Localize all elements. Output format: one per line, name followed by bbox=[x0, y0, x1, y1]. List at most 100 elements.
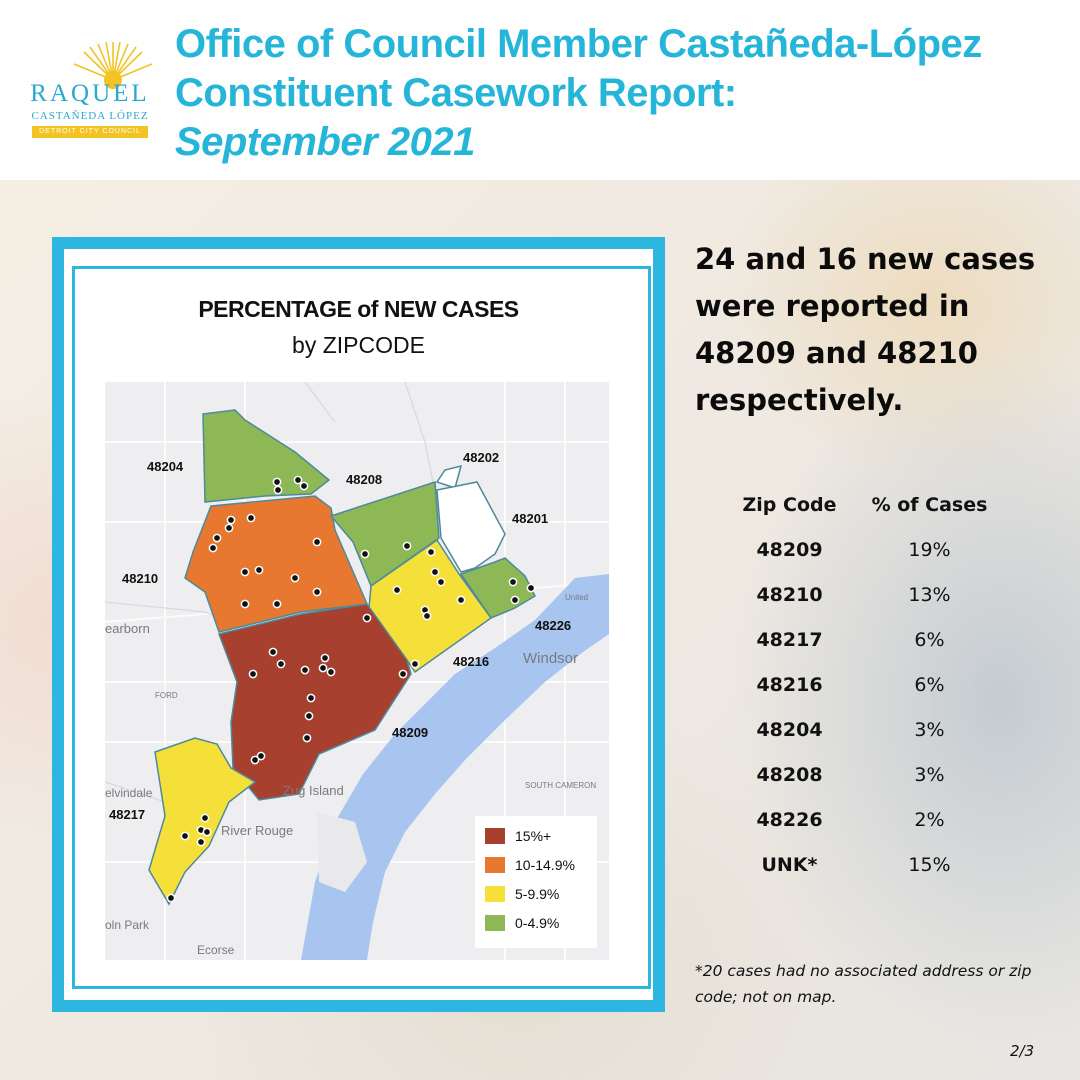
label-south-cameron: SOUTH CAMERON bbox=[525, 781, 596, 790]
zip-48201 bbox=[436, 481, 506, 573]
case-dot bbox=[508, 577, 518, 587]
zip-code-cell: 48226 bbox=[756, 809, 823, 831]
legend-label: 5-9.9% bbox=[515, 886, 559, 902]
case-dot bbox=[273, 485, 283, 495]
title-line-1: Office of Council Member Castañeda-López bbox=[175, 22, 982, 66]
percent-cell: 3% bbox=[914, 719, 945, 741]
label-48210: 48210 bbox=[122, 571, 158, 586]
case-dot bbox=[320, 653, 330, 663]
map-frame-inner bbox=[72, 266, 651, 989]
title-line-2: Constituent Casework Report: bbox=[175, 71, 737, 115]
case-dot bbox=[526, 583, 536, 593]
case-dot bbox=[362, 613, 372, 623]
zip-48209 bbox=[218, 603, 412, 801]
case-dot bbox=[272, 477, 282, 487]
header-zip-code: Zip Code bbox=[742, 494, 837, 516]
legend-swatch bbox=[485, 915, 505, 931]
council-logo: RAQUEL CASTAÑEDA LÓPEZ DETROIT CITY COUN… bbox=[28, 40, 153, 138]
zip-code-cell: 48216 bbox=[756, 674, 823, 696]
case-dot bbox=[360, 549, 370, 559]
map-title: PERCENTAGE of NEW CASES bbox=[198, 296, 519, 322]
case-dot bbox=[224, 523, 234, 533]
label-ecorse: Ecorse bbox=[197, 943, 235, 957]
case-dot bbox=[402, 541, 412, 551]
legend-swatch bbox=[485, 857, 505, 873]
case-dot bbox=[300, 665, 310, 675]
label-river-rouge: River Rouge bbox=[221, 823, 293, 838]
case-dot bbox=[226, 515, 236, 525]
title-line-3: September 2021 bbox=[175, 120, 475, 164]
case-dot bbox=[456, 595, 466, 605]
logo-council-band: DETROIT CITY COUNCIL bbox=[32, 126, 148, 138]
label-48226: 48226 bbox=[535, 618, 571, 633]
case-dot bbox=[276, 659, 286, 669]
case-dot bbox=[422, 611, 432, 621]
case-dot bbox=[304, 711, 314, 721]
label-48204: 48204 bbox=[147, 459, 184, 474]
summary-heading: 24 and 16 new cases were reported in 482… bbox=[695, 242, 1036, 417]
case-dot bbox=[430, 567, 440, 577]
percent-cell: 15% bbox=[908, 854, 951, 876]
page-number: 2/3 bbox=[1010, 1042, 1035, 1060]
header-percent-cases: % of Cases bbox=[871, 494, 988, 516]
zip-code-cell: 48208 bbox=[756, 764, 823, 786]
case-dot bbox=[392, 585, 402, 595]
label-lincoln-park: oln Park bbox=[105, 918, 150, 932]
table-row: 48210 13% bbox=[722, 584, 1022, 614]
legend-swatch bbox=[485, 828, 505, 844]
detroit-river bbox=[301, 574, 609, 960]
case-dot bbox=[293, 475, 303, 485]
map-subtitle: by ZIPCODE bbox=[292, 332, 425, 358]
percent-cell: 13% bbox=[908, 584, 951, 606]
label-zug-island: Zug Island bbox=[283, 783, 344, 798]
case-dot bbox=[240, 567, 250, 577]
label-ford: FORD bbox=[155, 691, 178, 700]
zip-code-cell: 48210 bbox=[756, 584, 823, 606]
logo-name-first: RAQUEL bbox=[30, 80, 150, 107]
percent-cell: 6% bbox=[914, 674, 945, 696]
table-row: 48217 6% bbox=[722, 629, 1022, 659]
zip-48202 bbox=[435, 464, 463, 489]
case-dot bbox=[208, 543, 218, 553]
report-title: Office of Council Member Castañeda-López… bbox=[175, 20, 982, 167]
case-dot bbox=[312, 587, 322, 597]
case-dot bbox=[254, 565, 264, 575]
label-windsor: Windsor bbox=[523, 650, 578, 667]
case-dot bbox=[398, 669, 408, 679]
case-dot bbox=[256, 751, 266, 761]
table-row: UNK* 15% bbox=[722, 854, 1022, 884]
table-row: 48209 19% bbox=[722, 539, 1022, 569]
case-dot bbox=[246, 513, 256, 523]
table-row: 48204 3% bbox=[722, 719, 1022, 749]
percent-cell: 3% bbox=[914, 764, 945, 786]
case-dots bbox=[166, 475, 536, 903]
zip-code-cell: 48204 bbox=[756, 719, 823, 741]
legend-label: 10-14.9% bbox=[515, 857, 575, 873]
percent-cell: 2% bbox=[914, 809, 945, 831]
case-dot bbox=[250, 755, 260, 765]
label-melvindale: elvindale bbox=[105, 786, 153, 800]
header: RAQUEL CASTAÑEDA LÓPEZ DETROIT CITY COUN… bbox=[0, 0, 1080, 180]
table-row: 48208 3% bbox=[722, 764, 1022, 794]
table-row: 48216 6% bbox=[722, 674, 1022, 704]
table-row: 48226 2% bbox=[722, 809, 1022, 839]
case-dot bbox=[318, 663, 328, 673]
label-48208: 48208 bbox=[346, 472, 382, 487]
case-dot bbox=[212, 533, 222, 543]
case-dot bbox=[166, 893, 176, 903]
label-48201: 48201 bbox=[512, 511, 548, 526]
case-dot bbox=[196, 837, 206, 847]
case-dot bbox=[410, 659, 420, 669]
case-dot bbox=[202, 827, 212, 837]
case-dot bbox=[272, 599, 282, 609]
percent-cell: 19% bbox=[908, 539, 951, 561]
footnote: *20 cases had no associated address or z… bbox=[695, 962, 1032, 1006]
zip-code-cell: 48217 bbox=[756, 629, 823, 651]
case-dot bbox=[240, 599, 250, 609]
case-dot bbox=[306, 693, 316, 703]
case-dot bbox=[299, 481, 309, 491]
case-dot bbox=[248, 669, 258, 679]
case-dot bbox=[510, 595, 520, 605]
label-united: United bbox=[565, 593, 588, 602]
label-48209: 48209 bbox=[392, 725, 428, 740]
